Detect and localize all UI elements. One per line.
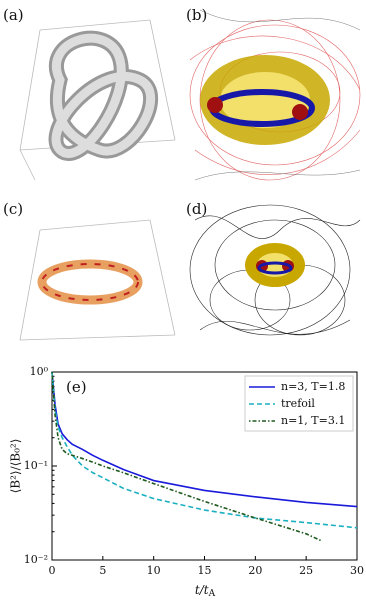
panel-label: (d) bbox=[186, 200, 207, 218]
legend-label: n=3, T=1.8 bbox=[281, 380, 345, 393]
legend-label: trefoil bbox=[281, 397, 315, 410]
x-label-sub: A bbox=[208, 589, 216, 599]
x-tick-label: 0 bbox=[49, 564, 56, 577]
x-tick-label: 15 bbox=[198, 564, 212, 577]
panel-label: (b) bbox=[186, 6, 207, 24]
x-tick-label: 25 bbox=[299, 564, 313, 577]
x-tick-label: 5 bbox=[99, 564, 106, 577]
x-tick-label: 20 bbox=[248, 564, 262, 577]
x-tick-label: 10 bbox=[147, 564, 161, 577]
legend-box bbox=[244, 375, 354, 432]
y-tick-label: 10⁻¹ bbox=[24, 459, 48, 472]
legend-label: n=1, T=3.1 bbox=[281, 414, 345, 427]
panel-b-image bbox=[189, 9, 361, 181]
panel-label: (c) bbox=[3, 200, 23, 218]
series-line bbox=[51, 371, 358, 529]
x-tick-label: 30 bbox=[350, 564, 364, 577]
y-tick-label: 10⁻² bbox=[24, 553, 48, 566]
panel-label: (a) bbox=[3, 6, 24, 24]
panel-d-image bbox=[189, 204, 361, 336]
x-axis-label: t/tA bbox=[195, 583, 216, 599]
panel-a-image bbox=[19, 19, 176, 181]
y-tick-label: 10⁰ bbox=[30, 365, 49, 378]
panel-label: (e) bbox=[66, 378, 87, 396]
panel-c-image bbox=[19, 219, 176, 341]
series-line bbox=[51, 371, 322, 542]
y-axis-label: ⟨B²⟩/⟨B₀²⟩ bbox=[9, 439, 23, 494]
series-line bbox=[51, 371, 358, 508]
x-label-main: t/t bbox=[195, 583, 209, 597]
